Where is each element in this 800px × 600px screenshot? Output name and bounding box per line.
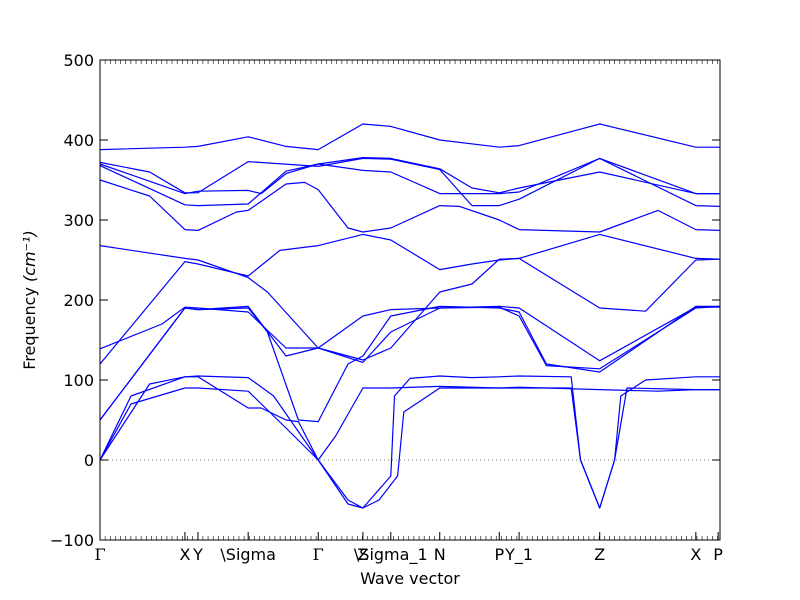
x-axis-label: Wave vector [360, 569, 460, 588]
y-axis-ticks: −100 0 100 200 300 400 500 [50, 51, 720, 550]
y-tick-label: 200 [63, 291, 94, 310]
series-line [99, 245, 720, 363]
series-line [99, 387, 720, 509]
x-tick-label: Z [594, 545, 605, 564]
x-tick-label: X [690, 545, 701, 564]
y-axis-label: Frequency (cm⁻¹) [20, 230, 39, 369]
y-tick-label: 300 [63, 211, 94, 230]
x-tick-label: Y_1 [504, 545, 533, 565]
x-tick-label: \Sigma [220, 545, 276, 564]
series-line [99, 233, 721, 365]
y-tick-label: 100 [63, 371, 94, 390]
x-tick-label: P [494, 545, 504, 564]
series-line [99, 375, 720, 509]
series-line [99, 157, 720, 195]
y-tick-label: 500 [63, 51, 94, 70]
series-line [99, 123, 720, 151]
x-tick-label: N [434, 545, 446, 564]
series-line [99, 257, 721, 361]
series-line [99, 157, 720, 207]
y-axis-label-text: Frequency [20, 282, 39, 370]
x-tick-label: Z [357, 545, 368, 564]
series-line [99, 179, 721, 233]
y-tick-label: 0 [84, 451, 94, 470]
x-tick-label: Y [192, 545, 203, 564]
series-layer [99, 123, 721, 509]
y-tick-label: −100 [50, 531, 94, 550]
x-tick-label: \Sigma_1 [354, 545, 428, 565]
x-tick-label: X [179, 545, 190, 564]
x-tick-label: Γ [313, 545, 324, 564]
x-minor-ticks [99, 60, 718, 540]
series-line [99, 305, 720, 423]
series-line [99, 157, 721, 207]
x-tick-label: P [713, 545, 723, 564]
y-tick-label: 400 [63, 131, 94, 150]
y-axis-label-unit: (cm⁻¹) [20, 230, 39, 282]
series-line [99, 305, 721, 421]
series-line [99, 376, 720, 461]
x-axis-ticks: Γ X Y \Sigma Γ Z\Sigma_1 N P Y_1 Z X P [94, 532, 723, 565]
x-tick-label: Γ [94, 545, 105, 564]
